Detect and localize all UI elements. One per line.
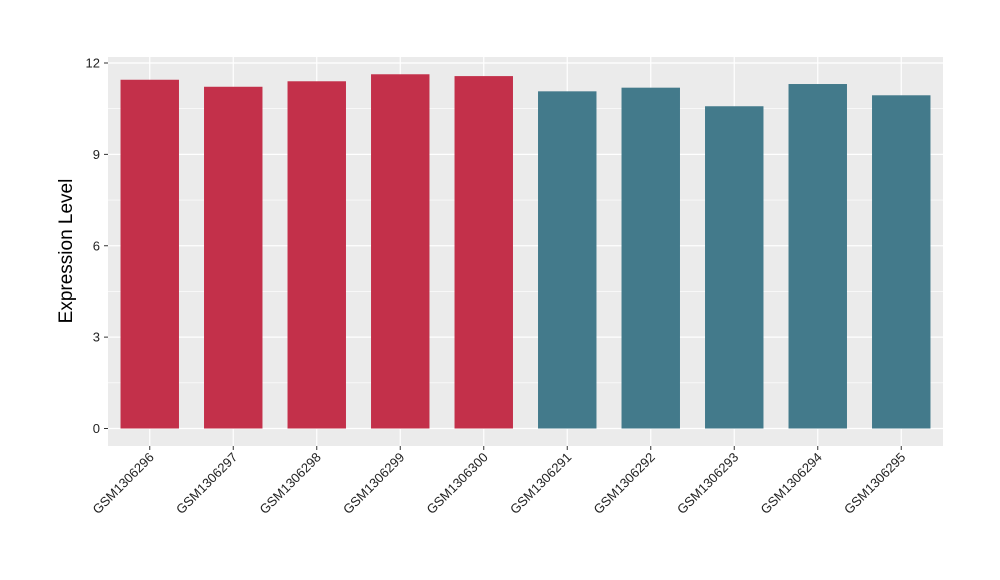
- y-tick-label: 6: [93, 238, 100, 253]
- bar-GSM1306295: [872, 95, 931, 429]
- y-axis: 0 3 6 9 12: [86, 56, 108, 436]
- x-tick-label: GSM1306299: [340, 450, 407, 517]
- x-tick-label: GSM1306297: [173, 450, 240, 517]
- x-tick-label: GSM1306300: [424, 450, 491, 517]
- y-tick-label: 9: [93, 147, 100, 162]
- x-axis: GSM1306296 GSM1306297 GSM1306298 GSM1306299…: [90, 446, 908, 517]
- y-tick-label: 3: [93, 330, 100, 345]
- x-tick-label: GSM1306295: [841, 450, 908, 517]
- bar-GSM1306293: [705, 106, 764, 429]
- bar-GSM1306297: [204, 86, 263, 429]
- bar-GSM1306296: [120, 79, 179, 429]
- x-tick-label: GSM1306298: [257, 450, 324, 517]
- y-tick-label: 0: [93, 421, 100, 436]
- x-tick-label: GSM1306296: [90, 450, 157, 517]
- bar-GSM1306291: [538, 91, 597, 429]
- bar-GSM1306299: [371, 74, 430, 429]
- x-tick-label: GSM1306291: [507, 450, 574, 517]
- bar-GSM1306300: [454, 76, 513, 429]
- y-axis-title: Expression Level: [56, 179, 77, 324]
- y-tick-label: 12: [86, 56, 100, 71]
- bar-GSM1306292: [621, 87, 680, 429]
- bars-group: [120, 74, 931, 429]
- bar-GSM1306294: [788, 84, 847, 429]
- bar-GSM1306298: [287, 81, 346, 429]
- x-tick-label: GSM1306293: [674, 450, 741, 517]
- x-tick-label: GSM1306294: [758, 450, 825, 517]
- x-tick-label: GSM1306292: [591, 450, 658, 517]
